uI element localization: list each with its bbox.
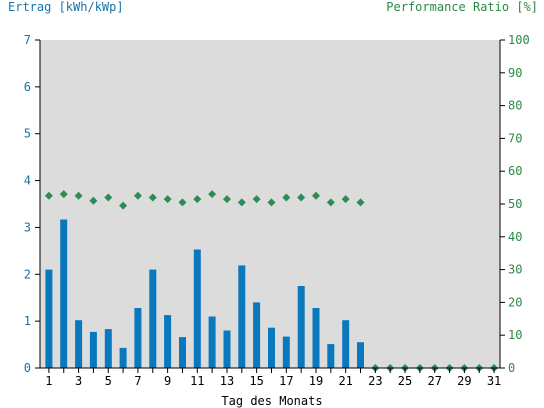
y2-tick-label-100: 100 [508, 33, 530, 47]
pr-point-day-17 [282, 193, 291, 202]
bar-day-19 [312, 308, 320, 368]
bar-day-11 [193, 249, 201, 368]
x-tick-label-17: 17 [279, 374, 293, 388]
bar-day-18 [297, 286, 305, 368]
x-tick-label-31: 31 [487, 374, 501, 388]
x-tick-label-5: 5 [105, 374, 112, 388]
y2-tick-label-80: 80 [508, 99, 522, 113]
bar-day-1 [45, 269, 53, 368]
bar-day-9 [164, 315, 172, 368]
y2-tick-label-60: 60 [508, 164, 522, 178]
y-tick-label-5: 5 [24, 127, 31, 141]
y2-tick-label-30: 30 [508, 263, 522, 277]
bar-day-20 [327, 344, 335, 368]
pr-point-day-8 [148, 193, 157, 202]
pr-point-day-18 [297, 193, 306, 202]
y2-tick-label-70: 70 [508, 131, 522, 145]
x-tick-label-25: 25 [398, 374, 412, 388]
y-tick-label-0: 0 [24, 361, 31, 375]
y-tick-label-6: 6 [24, 80, 31, 94]
pr-point-day-10 [178, 198, 187, 207]
bar-day-16 [268, 327, 275, 368]
pr-point-day-14 [237, 198, 246, 207]
x-tick-label-9: 9 [164, 374, 171, 388]
bar-day-14 [238, 265, 246, 368]
y-tick-label-4: 4 [24, 174, 31, 188]
x-tick-label-1: 1 [45, 374, 52, 388]
pr-point-day-4 [89, 196, 98, 205]
y-tick-label-2: 2 [24, 267, 31, 281]
pr-point-day-5 [104, 193, 113, 202]
pr-point-day-3 [74, 191, 83, 200]
y-tick-label-1: 1 [24, 314, 31, 328]
x-tick-label-11: 11 [190, 374, 204, 388]
x-tick-label-21: 21 [338, 374, 352, 388]
y2-tick-label-10: 10 [508, 328, 522, 342]
x-axis-title: Tag des Monats [221, 394, 323, 408]
pr-point-day-20 [326, 198, 335, 207]
pr-point-day-21 [341, 195, 350, 204]
bar-day-21 [342, 320, 350, 368]
bar-day-5 [104, 329, 112, 368]
pr-point-day-1 [44, 191, 53, 200]
pr-point-day-13 [222, 195, 231, 204]
y2-tick-label-50: 50 [508, 197, 522, 211]
bar-day-22 [357, 342, 364, 368]
left-axis-title: Ertrag [kWh/kWp] [8, 0, 124, 14]
bar-day-2 [60, 219, 68, 368]
bar-day-7 [134, 308, 142, 368]
bar-day-4 [89, 331, 97, 368]
pr-point-day-7 [133, 191, 142, 200]
y2-tick-label-0: 0 [508, 361, 515, 375]
x-tick-label-27: 27 [427, 374, 441, 388]
y2-tick-label-90: 90 [508, 66, 522, 80]
bar-day-10 [179, 337, 186, 368]
pr-point-day-15 [252, 195, 261, 204]
bar-day-8 [149, 269, 157, 368]
y2-tick-label-40: 40 [508, 230, 522, 244]
bar-day-15 [253, 302, 261, 368]
y2-tick-label-20: 20 [508, 295, 522, 309]
x-tick-label-15: 15 [249, 374, 263, 388]
y-tick-label-7: 7 [24, 33, 31, 47]
bar-day-12 [208, 316, 216, 368]
x-tick-label-13: 13 [220, 374, 234, 388]
pr-point-day-2 [59, 190, 68, 199]
bar-day-3 [75, 320, 83, 368]
pr-point-day-6 [119, 201, 128, 210]
bar-day-17 [282, 336, 290, 368]
pr-point-day-11 [193, 195, 202, 204]
x-tick-label-29: 29 [457, 374, 471, 388]
y-tick-label-3: 3 [24, 220, 31, 234]
x-tick-label-3: 3 [75, 374, 82, 388]
pr-point-day-19 [312, 191, 320, 200]
x-tick-label-19: 19 [309, 374, 323, 388]
x-tick-label-7: 7 [134, 374, 141, 388]
pr-point-day-22 [356, 198, 365, 207]
pr-point-day-9 [163, 195, 172, 204]
right-axis-title: Performance Ratio [%] [386, 0, 538, 14]
x-tick-label-23: 23 [368, 374, 382, 388]
pr-point-day-12 [208, 190, 217, 199]
bar-day-6 [119, 347, 127, 368]
bar-day-13 [223, 330, 231, 368]
pr-point-day-16 [267, 198, 276, 207]
